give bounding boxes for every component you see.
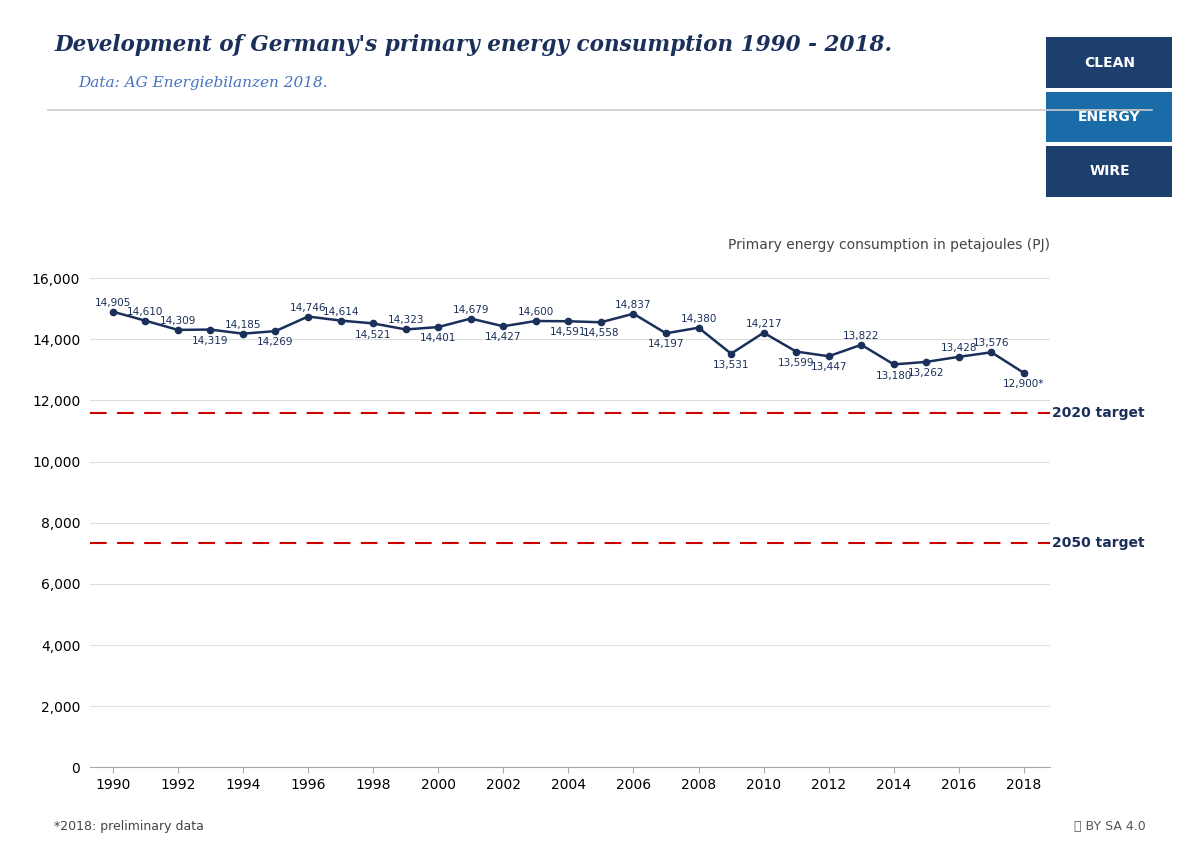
Text: 13,262: 13,262 <box>908 368 944 378</box>
Text: Ⓒ BY SA 4.0: Ⓒ BY SA 4.0 <box>1074 820 1146 833</box>
Text: 14,746: 14,746 <box>289 303 326 313</box>
Text: 14,905: 14,905 <box>95 298 131 308</box>
Text: 13,576: 13,576 <box>973 338 1009 349</box>
Text: 14,837: 14,837 <box>616 299 652 310</box>
Text: WIRE: WIRE <box>1090 165 1129 178</box>
Text: 14,197: 14,197 <box>648 339 684 349</box>
Text: 14,309: 14,309 <box>160 316 196 326</box>
Text: 14,614: 14,614 <box>323 307 359 316</box>
Text: Primary energy consumption in petajoules (PJ): Primary energy consumption in petajoules… <box>728 237 1050 252</box>
Text: 14,217: 14,217 <box>745 319 782 329</box>
Text: 13,180: 13,180 <box>876 371 912 381</box>
Text: 14,591: 14,591 <box>550 327 587 338</box>
Text: 14,319: 14,319 <box>192 336 229 346</box>
Text: 14,610: 14,610 <box>127 307 163 316</box>
Text: 14,521: 14,521 <box>355 330 391 339</box>
Text: 14,558: 14,558 <box>583 328 619 338</box>
Text: 13,428: 13,428 <box>941 343 977 353</box>
Text: CLEAN: CLEAN <box>1084 56 1135 70</box>
Text: Development of Germany's primary energy consumption 1990 - 2018.: Development of Germany's primary energy … <box>54 34 892 56</box>
Text: 12,900*: 12,900* <box>1003 379 1045 389</box>
Text: *2018: preliminary data: *2018: preliminary data <box>54 820 204 833</box>
Text: 14,427: 14,427 <box>485 332 522 343</box>
Text: 13,822: 13,822 <box>844 331 880 341</box>
Text: 14,269: 14,269 <box>257 338 294 347</box>
Text: 14,323: 14,323 <box>388 315 424 326</box>
Text: 14,380: 14,380 <box>680 314 716 324</box>
Text: Data: AG Energiebilanzen 2018.: Data: AG Energiebilanzen 2018. <box>78 76 328 91</box>
Text: 2020 target: 2020 target <box>1052 405 1145 420</box>
Text: 2050 target: 2050 target <box>1052 536 1145 550</box>
Text: 14,600: 14,600 <box>517 307 554 317</box>
Text: 14,185: 14,185 <box>224 320 262 330</box>
Text: 14,401: 14,401 <box>420 333 456 343</box>
Text: 13,447: 13,447 <box>810 362 847 372</box>
Text: 13,599: 13,599 <box>778 358 815 368</box>
Text: 13,531: 13,531 <box>713 360 749 370</box>
Text: 14,679: 14,679 <box>452 304 488 315</box>
Text: ENERGY: ENERGY <box>1078 110 1141 124</box>
